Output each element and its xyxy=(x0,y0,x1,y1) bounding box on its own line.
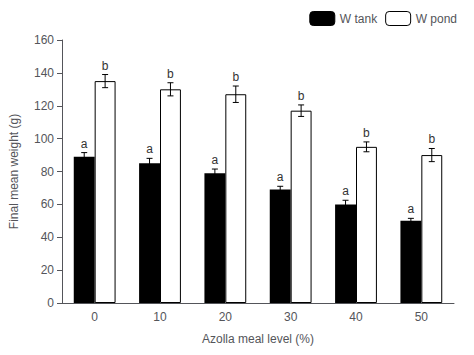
svg-text:20: 20 xyxy=(41,263,55,277)
svg-text:140: 140 xyxy=(34,66,54,80)
svg-text:80: 80 xyxy=(41,165,55,179)
svg-text:60: 60 xyxy=(41,197,55,211)
svg-text:50: 50 xyxy=(415,310,429,324)
svg-text:10: 10 xyxy=(153,310,167,324)
svg-text:Azolla meal level (%): Azolla meal level (%) xyxy=(202,332,314,346)
svg-text:a: a xyxy=(212,153,219,167)
svg-text:a: a xyxy=(81,137,88,151)
svg-text:W pond: W pond xyxy=(416,12,457,26)
svg-text:b: b xyxy=(298,89,305,103)
svg-text:0: 0 xyxy=(47,296,54,310)
svg-text:b: b xyxy=(167,67,174,81)
svg-text:b: b xyxy=(363,126,370,140)
svg-text:30: 30 xyxy=(284,310,298,324)
svg-text:a: a xyxy=(342,184,349,198)
svg-text:b: b xyxy=(232,70,239,84)
svg-text:160: 160 xyxy=(34,33,54,47)
svg-text:40: 40 xyxy=(349,310,363,324)
svg-text:b: b xyxy=(102,59,109,73)
svg-text:b: b xyxy=(428,132,435,146)
svg-text:120: 120 xyxy=(34,99,54,113)
svg-text:W tank: W tank xyxy=(340,12,378,26)
svg-text:Final mean weight (g): Final mean weight (g) xyxy=(7,114,21,229)
svg-text:20: 20 xyxy=(219,310,233,324)
svg-text:a: a xyxy=(146,142,153,156)
svg-text:0: 0 xyxy=(91,310,98,324)
svg-text:a: a xyxy=(277,170,284,184)
svg-text:100: 100 xyxy=(34,132,54,146)
svg-text:a: a xyxy=(408,202,415,216)
svg-text:40: 40 xyxy=(41,230,55,244)
